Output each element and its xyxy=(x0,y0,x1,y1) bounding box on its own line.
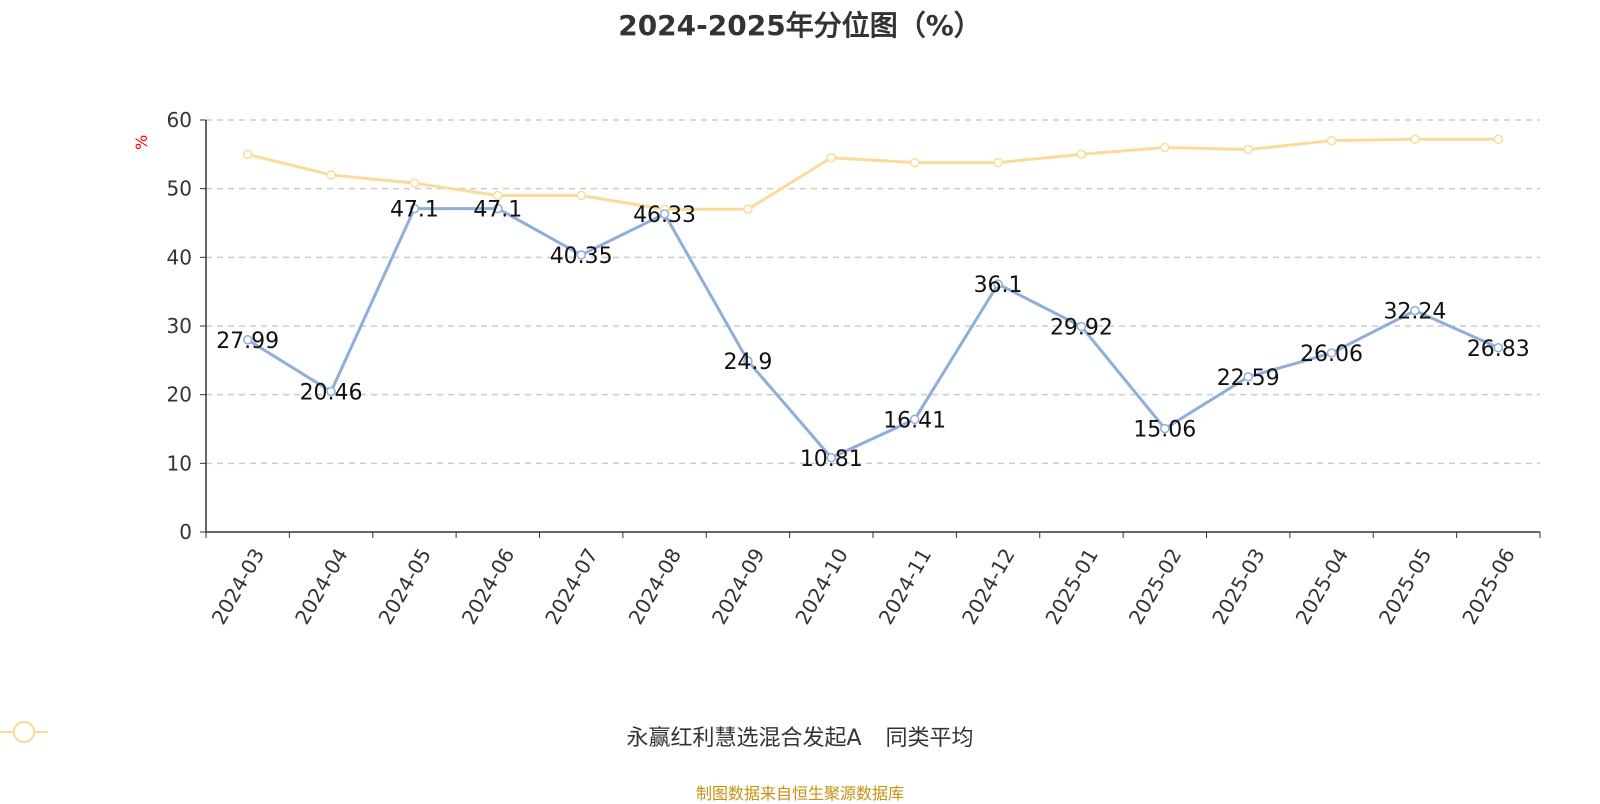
data-label: 36.1 xyxy=(974,273,1023,298)
data-point-1 xyxy=(1076,149,1087,160)
y-tick-label: 20 xyxy=(167,383,192,407)
x-tick-label: 2024-04 xyxy=(290,544,353,628)
data-point-1 xyxy=(826,153,837,163)
x-tick-label: 2025-04 xyxy=(1290,544,1353,628)
x-tick-label: 2024-09 xyxy=(707,544,770,628)
data-point-1 xyxy=(576,190,586,201)
x-tick-label: 2024-05 xyxy=(373,544,436,628)
data-point-1 xyxy=(1326,135,1337,146)
data-point-1 xyxy=(493,190,503,201)
data-point-0 xyxy=(409,203,420,214)
data-point-1 xyxy=(1160,142,1170,153)
data-point-0 xyxy=(1410,305,1420,316)
data-point-0 xyxy=(1160,423,1170,434)
data-point-0 xyxy=(242,335,253,345)
chart-title: 2024-2025年分位图（%） xyxy=(618,9,982,42)
legend-label-average: 同类平均 xyxy=(885,726,974,751)
x-tick-label: 2024-07 xyxy=(540,544,603,628)
data-point-0 xyxy=(1326,348,1337,358)
data-point-1 xyxy=(909,157,920,168)
data-label: 47.1 xyxy=(473,198,522,223)
y-tick-label: 0 xyxy=(179,520,192,544)
data-label: 24.9 xyxy=(723,350,772,375)
legend-item-average[interactable]: 同类平均 xyxy=(0,720,974,752)
data-point-1 xyxy=(1243,144,1253,155)
data-point-0 xyxy=(743,356,753,366)
data-label: 20.46 xyxy=(300,381,363,406)
legend: 永赢红利慧选混合发起A 同类平均 xyxy=(0,720,1600,752)
y-tick-label: 40 xyxy=(167,245,192,269)
data-point-0 xyxy=(1493,343,1504,353)
y-tick-label: 30 xyxy=(167,314,192,338)
data-point-1 xyxy=(1410,134,1420,144)
x-tick-label: 2024-10 xyxy=(790,544,853,628)
y-tick-label: 50 xyxy=(167,177,192,201)
data-point-1 xyxy=(409,178,420,188)
legend-marker-average xyxy=(0,721,48,743)
x-tick-label: 2025-02 xyxy=(1124,544,1187,628)
x-tick-label: 2024-03 xyxy=(207,544,270,628)
data-label: 16.41 xyxy=(883,408,946,433)
x-tick-label: 2025-06 xyxy=(1457,544,1520,628)
data-label: 26.83 xyxy=(1467,337,1530,362)
series-line-0 xyxy=(246,207,1499,460)
x-tick-label: 2025-03 xyxy=(1207,544,1270,628)
data-point-0 xyxy=(326,386,336,397)
data-source: 制图数据来自恒生聚源数据库 xyxy=(695,784,904,803)
y-tick-label: 10 xyxy=(167,451,192,475)
data-label: 15.06 xyxy=(1133,418,1196,443)
legend-item-fund[interactable]: 永赢红利慧选混合发起A xyxy=(0,720,862,752)
data-point-1 xyxy=(743,204,753,215)
data-point-0 xyxy=(659,209,670,219)
data-label: 47.1 xyxy=(390,198,439,223)
x-tick-label: 2024-11 xyxy=(874,544,937,628)
data-point-0 xyxy=(826,453,837,463)
data-point-0 xyxy=(1243,372,1253,382)
data-label: 22.59 xyxy=(1217,366,1280,391)
x-tick-label: 2025-05 xyxy=(1374,544,1437,628)
data-label: 46.33 xyxy=(633,203,696,228)
legend-label-fund: 永赢红利慧选混合发起A xyxy=(626,726,862,751)
x-tick-label: 2025-01 xyxy=(1040,544,1103,628)
data-label: 40.35 xyxy=(550,244,613,269)
data-point-1 xyxy=(993,157,1003,168)
data-label: 27.99 xyxy=(216,329,279,354)
x-tick-label: 2024-06 xyxy=(457,544,520,628)
x-tick-label: 2024-12 xyxy=(957,544,1020,628)
data-point-1 xyxy=(326,170,336,180)
series-line-1 xyxy=(247,137,1499,211)
data-label: 10.81 xyxy=(800,447,863,472)
data-point-1 xyxy=(242,149,253,160)
data-point-0 xyxy=(1076,321,1087,332)
x-tick-label: 2024-08 xyxy=(623,544,686,628)
data-point-0 xyxy=(909,414,920,425)
data-label: 29.92 xyxy=(1050,316,1113,341)
data-label: 26.06 xyxy=(1300,342,1363,367)
data-point-1 xyxy=(1493,134,1504,144)
y-tick-label: 60 xyxy=(167,108,192,132)
data-point-0 xyxy=(493,203,503,214)
data-point-0 xyxy=(576,250,586,260)
data-point-0 xyxy=(993,279,1003,289)
data-label: 32.24 xyxy=(1383,300,1446,325)
